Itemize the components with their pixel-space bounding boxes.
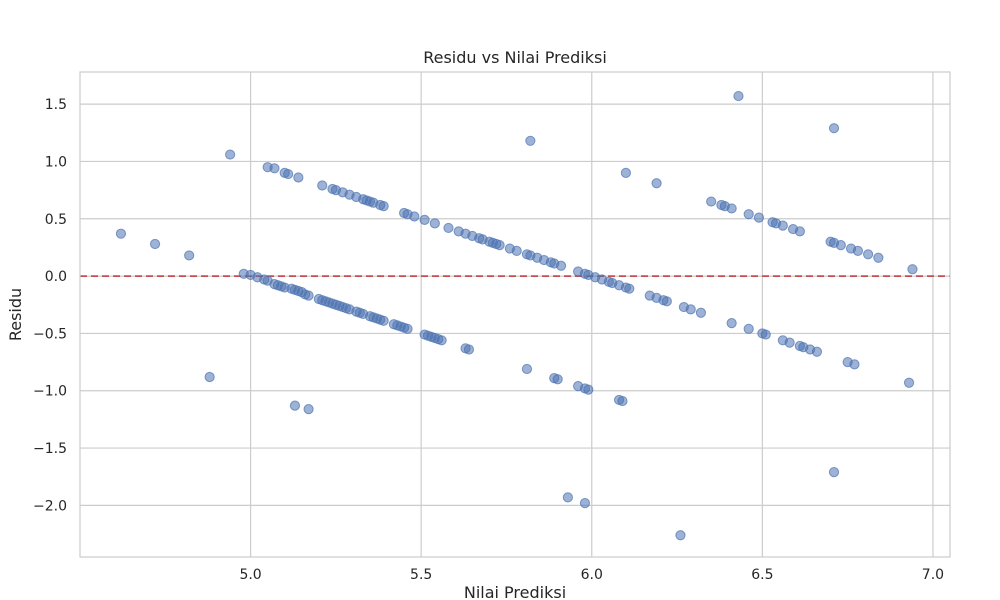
data-point (661, 296, 672, 307)
data-point (293, 172, 304, 183)
data-point (726, 317, 737, 329)
y-tick-label: −1.0 (33, 384, 67, 400)
data-point (617, 395, 628, 407)
data-point (624, 283, 635, 294)
x-tick-label: 7.0 (922, 567, 944, 583)
data-point (283, 168, 294, 180)
points-layer (115, 90, 918, 541)
chart-title: Residu vs Nilai Prediksi (423, 48, 607, 67)
y-axis-title: Residu (6, 288, 25, 341)
data-point (562, 492, 573, 503)
data-point (760, 329, 771, 340)
y-tick-label: 1.0 (45, 154, 67, 170)
data-point (743, 323, 754, 334)
data-point (685, 304, 696, 315)
data-point (583, 384, 594, 395)
data-point (184, 250, 195, 261)
data-point (849, 359, 860, 370)
y-tick-label: −1.5 (33, 441, 67, 457)
data-point (494, 240, 505, 251)
data-point (149, 238, 161, 250)
data-point (743, 209, 754, 220)
data-point (521, 363, 533, 375)
data-point (555, 260, 567, 271)
data-point (303, 403, 314, 415)
data-point (903, 377, 915, 388)
x-tick-label: 6.0 (581, 567, 603, 583)
data-point (675, 530, 686, 541)
data-point (317, 180, 328, 191)
data-point (828, 123, 840, 134)
data-point (733, 90, 744, 102)
data-point (303, 290, 314, 301)
tick-labels-layer: 5.0 5.5 6.0 6.5 7.0 1.5 1.0 0.5 0.0 −0.5 −1.0 −1.5 −… (33, 97, 944, 583)
data-point (269, 163, 280, 174)
y-tick-label: −2.0 (33, 498, 67, 514)
x-tick-label: 5.5 (410, 567, 432, 583)
data-point (726, 203, 737, 214)
data-point (706, 196, 717, 207)
data-point (436, 335, 447, 346)
data-point (753, 212, 765, 223)
data-point (828, 467, 840, 478)
data-point (835, 240, 846, 251)
data-point (511, 245, 522, 256)
data-point (525, 135, 536, 146)
data-point (378, 201, 389, 212)
data-point (651, 178, 662, 189)
data-point (115, 228, 127, 239)
data-point (419, 214, 430, 226)
y-tick-label: 0.5 (45, 212, 67, 228)
y-tick-label: −0.5 (33, 326, 67, 342)
data-point (463, 344, 475, 355)
data-point (225, 149, 236, 160)
x-tick-label: 5.0 (239, 567, 261, 583)
data-point (378, 315, 389, 326)
data-point (289, 400, 301, 411)
data-point (402, 323, 413, 334)
data-point (873, 252, 884, 263)
data-point (863, 249, 874, 260)
data-point (777, 220, 788, 231)
data-point (695, 307, 707, 318)
data-point (204, 371, 215, 383)
plot-frame (79, 71, 951, 558)
data-point (552, 374, 563, 385)
data-point (907, 264, 918, 275)
data-point (429, 218, 440, 229)
x-axis-title: Nilai Prediksi (464, 583, 566, 600)
data-point (409, 211, 420, 222)
y-tick-label: 0.0 (45, 269, 67, 285)
data-point (811, 346, 823, 357)
data-point (443, 222, 454, 234)
data-point (794, 226, 805, 237)
data-point (620, 167, 631, 178)
y-tick-label: 1.5 (45, 97, 67, 113)
x-tick-label: 6.5 (751, 567, 773, 583)
data-point (852, 245, 863, 256)
data-point (579, 498, 591, 509)
data-point (784, 337, 795, 348)
